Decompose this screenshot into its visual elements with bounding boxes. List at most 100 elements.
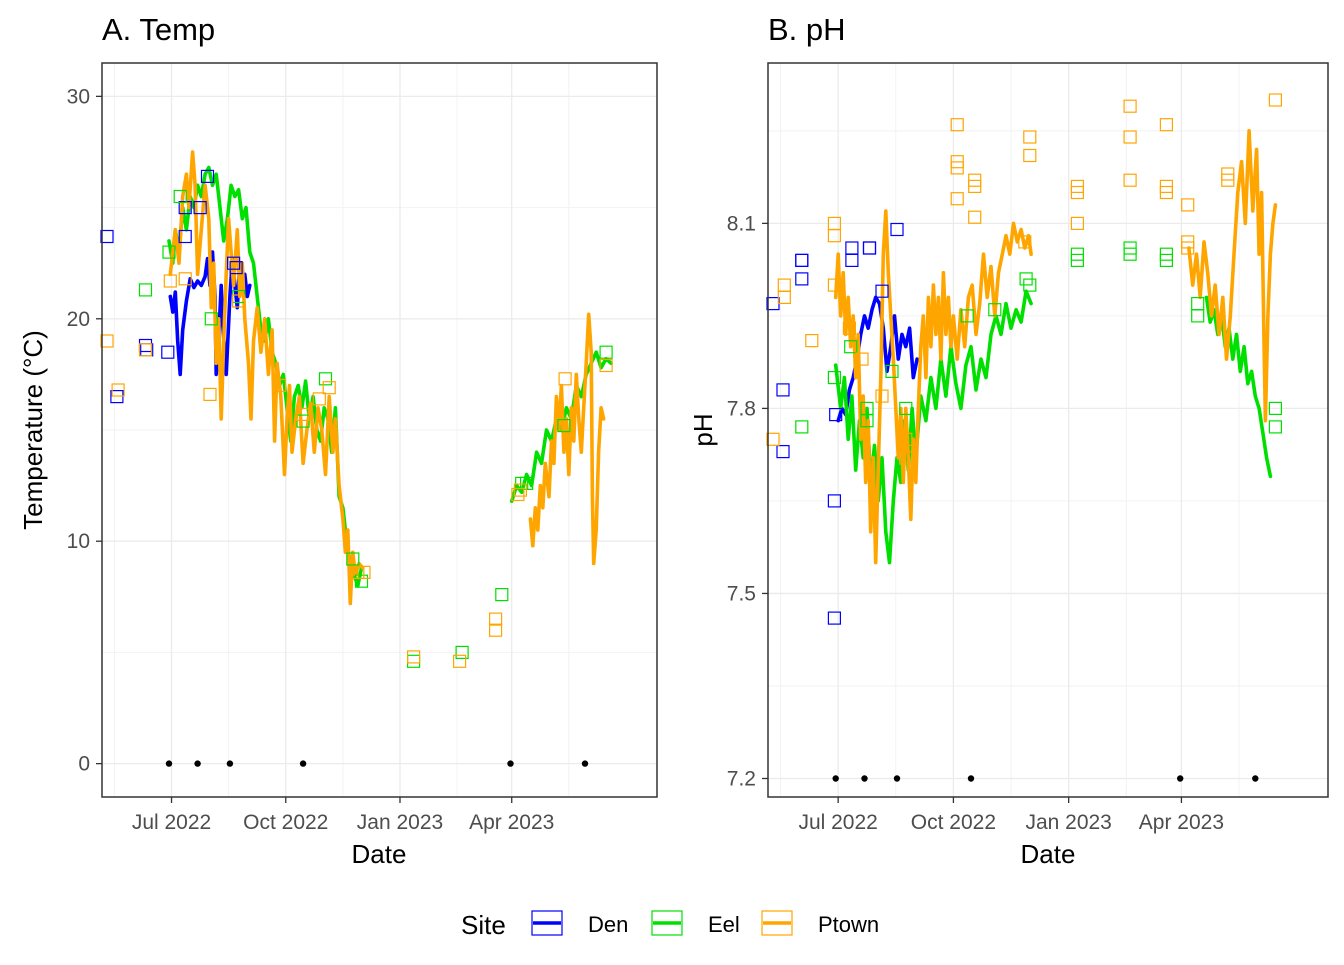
point-eel [827, 371, 842, 385]
sample-date-marker [194, 760, 201, 767]
legend-label: Eel [708, 912, 740, 937]
sample-markers-ph [832, 775, 1259, 782]
point-ptown [322, 381, 336, 395]
point-ptown [766, 432, 780, 446]
point-eel [1268, 420, 1283, 434]
panel-title-temp: A. Temp [102, 12, 215, 47]
point-den [829, 408, 843, 422]
point-eel [557, 419, 571, 433]
sample-date-marker [165, 760, 173, 767]
point-ptown [1123, 130, 1137, 144]
y-tick-label: 20 [67, 308, 90, 331]
sample-date-marker [861, 775, 868, 782]
point-ptown [312, 392, 326, 406]
point-den [845, 253, 859, 267]
x-tick-label: Jan 2023 [357, 811, 443, 834]
point-eel [296, 414, 310, 428]
x-tick-label: Jan 2023 [1025, 811, 1111, 834]
legend-key-box [531, 910, 563, 936]
sample-date-marker [299, 760, 307, 767]
point-ptown [1018, 235, 1032, 249]
panel-ph: B. pH Jul 2022 Oct 2022 Jan 2023 Apr 2023 7.… [688, 12, 1329, 869]
legend-item-ptown: Ptown [761, 910, 879, 937]
point-den [875, 284, 889, 298]
point-den [100, 229, 114, 244]
point-ptown [453, 654, 467, 668]
series-line-ptown [833, 209, 1033, 565]
point-ptown [1023, 148, 1037, 163]
point-ptown [1268, 93, 1283, 107]
sample-date-marker [581, 760, 589, 767]
point-ptown [805, 334, 819, 348]
series-line-ptown [1187, 129, 1278, 423]
point-den [776, 445, 790, 459]
point-ptown [968, 179, 982, 193]
x-tick-label: Oct 2022 [243, 811, 328, 834]
x-tick-label: Apr 2023 [1139, 811, 1224, 834]
point-eel [988, 303, 1002, 317]
point-ptown [138, 343, 153, 357]
point-ptown [232, 294, 246, 308]
point-eel [495, 587, 509, 602]
point-eel [1159, 253, 1174, 267]
legend-item-eel: Eel [651, 910, 740, 937]
legend-label: Ptown [818, 912, 879, 937]
legend-key-box [651, 910, 683, 936]
point-den [178, 229, 192, 244]
point-ptown [1123, 99, 1137, 113]
point-eel [318, 372, 333, 386]
sample-date-marker [1177, 775, 1184, 782]
point-ptown [357, 565, 371, 580]
point-ptown [273, 378, 287, 393]
plot-frame-ph [767, 62, 1329, 798]
y-tick-label: 10 [67, 530, 90, 553]
point-eel [204, 312, 218, 326]
point-ptown [100, 334, 114, 348]
point-den [161, 345, 175, 359]
ticks-ph: Jul 2022 Oct 2022 Jan 2023 Apr 2023 7.2 7.5 7.… [727, 212, 1224, 834]
point-eel [173, 189, 187, 204]
sample-date-marker [893, 775, 901, 782]
grid-ph [768, 63, 1328, 797]
plot-frame-temp [101, 62, 658, 798]
sample-markers-temp [165, 760, 589, 767]
sample-date-marker [226, 760, 234, 767]
point-ptown [1023, 130, 1037, 144]
y-tick-label: 7.5 [727, 582, 756, 605]
sample-date-marker [507, 760, 514, 767]
y-tick-label: 0 [78, 753, 90, 776]
sample-date-marker [1252, 775, 1259, 782]
point-eel [844, 340, 858, 354]
point-den [862, 241, 877, 255]
point-eel [599, 345, 613, 359]
point-eel [899, 401, 913, 415]
legend-item-den: Den [531, 910, 628, 937]
point-ptown [777, 278, 791, 292]
point-ptown [950, 192, 964, 206]
point-ptown [968, 210, 982, 224]
point-den [227, 256, 241, 270]
x-tick-label: Jul 2022 [798, 811, 877, 834]
y-axis-title-ph: pH [688, 413, 718, 446]
point-ptown [178, 272, 192, 286]
sample-date-marker [967, 775, 975, 782]
point-eel [162, 245, 176, 259]
point-ptown [899, 451, 913, 465]
point-den [776, 383, 790, 397]
point-ptown [1070, 216, 1085, 230]
point-ptown [827, 278, 842, 292]
x-axis-title-temp: Date [352, 839, 407, 869]
point-ptown [855, 352, 869, 366]
sample-date-marker [832, 775, 839, 782]
point-eel [455, 645, 469, 660]
point-den [795, 272, 809, 286]
point-eel [138, 283, 153, 297]
legend: Site Den Eel Ptown [461, 910, 879, 940]
x-tick-label: Jul 2022 [132, 811, 211, 834]
series-line-ptown [168, 150, 365, 606]
point-eel [1268, 401, 1283, 415]
point-den [193, 201, 207, 215]
point-eel [860, 414, 874, 428]
